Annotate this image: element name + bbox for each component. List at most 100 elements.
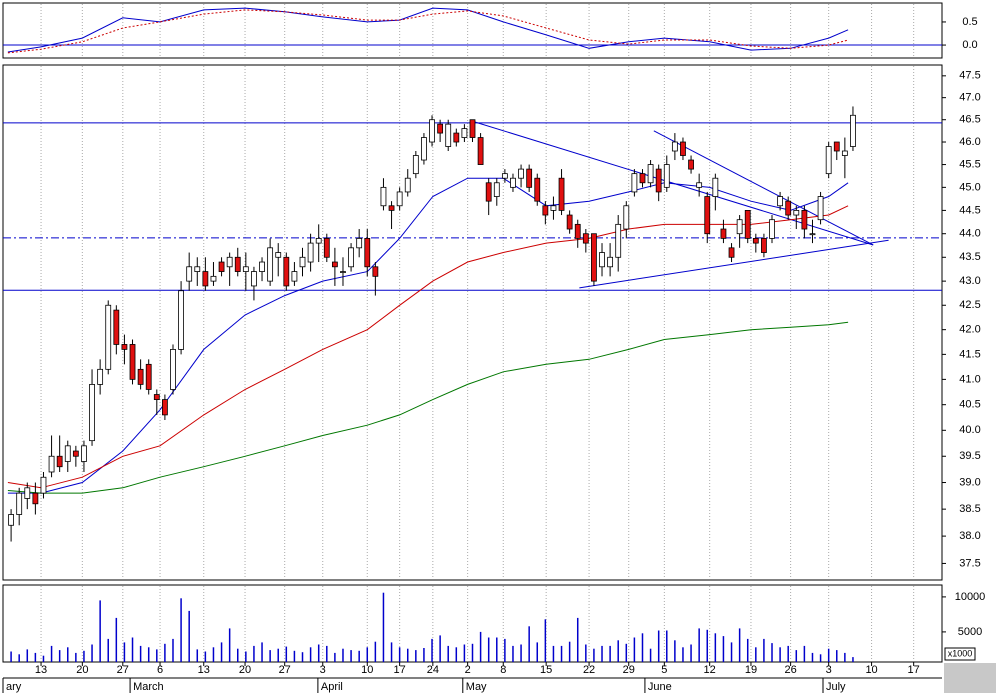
- candle-body: [510, 177, 516, 188]
- candle-body: [663, 164, 670, 188]
- month-label: May: [466, 681, 487, 693]
- volume-bar: [423, 648, 425, 662]
- indicator-line: [7, 7, 849, 53]
- candle-body: [582, 233, 589, 244]
- x-tick-label: 13: [198, 664, 210, 676]
- y-tick-label: 47.5: [959, 70, 980, 82]
- candle-body: [364, 238, 371, 268]
- volume-bar: [67, 647, 69, 662]
- month-label: July: [826, 681, 846, 693]
- candle-body: [315, 238, 322, 244]
- volume-bar: [528, 626, 530, 662]
- candle-body: [801, 210, 808, 230]
- candle-body: [809, 233, 816, 236]
- volume-bar: [844, 652, 846, 662]
- candle-body: [615, 223, 622, 258]
- candle-body: [453, 132, 460, 143]
- candle-body: [477, 137, 484, 165]
- volume-bar: [771, 643, 773, 662]
- candle-body: [752, 238, 759, 244]
- candle-body: [671, 141, 678, 152]
- candle-body: [56, 455, 63, 468]
- candle-body: [404, 177, 411, 193]
- candle-body: [833, 141, 840, 152]
- candle-body: [178, 290, 184, 350]
- volume-bar: [253, 645, 255, 662]
- y-tick-label: 44.0: [959, 228, 980, 240]
- volume-bar: [75, 652, 77, 662]
- volume-bar: [156, 649, 158, 662]
- volume-bar: [496, 637, 498, 662]
- volume-bar: [293, 650, 296, 662]
- volume-bar: [204, 651, 207, 662]
- candle-body: [32, 492, 39, 505]
- volume-bar: [504, 638, 506, 662]
- candle-body: [356, 238, 363, 249]
- volume-bar: [625, 643, 628, 662]
- volume-bar: [245, 651, 247, 662]
- x-tick-label: 20: [239, 664, 251, 676]
- candle-body: [501, 173, 508, 179]
- candle-body: [291, 271, 298, 282]
- volume-bar: [91, 644, 93, 662]
- y-tick-label: 42.5: [959, 299, 980, 311]
- candle-body: [105, 304, 112, 370]
- volume-bar: [487, 637, 490, 662]
- volume-bar: [690, 644, 692, 662]
- volume-bar: [164, 643, 166, 662]
- volume-bar: [50, 645, 53, 662]
- volume-bar: [326, 645, 328, 662]
- y-tick-label: 41.5: [959, 348, 980, 360]
- indicator-line: [7, 321, 849, 494]
- volume-bar: [657, 630, 660, 662]
- candle-body: [437, 123, 444, 134]
- volume-bar: [666, 630, 668, 662]
- volume-bar: [779, 647, 781, 662]
- candle-body: [81, 445, 87, 462]
- volume-bar: [415, 650, 417, 662]
- volume-bar: [366, 647, 369, 662]
- x-tick-label: 10: [361, 664, 373, 676]
- volume-bar: [180, 598, 182, 662]
- multiplier-box: [944, 647, 976, 661]
- volume-bar: [641, 633, 644, 662]
- candle-body: [574, 223, 581, 239]
- multiplier-label: x1000: [948, 648, 973, 658]
- candle-body: [728, 247, 735, 258]
- candle-body: [761, 238, 767, 253]
- trend-line: [579, 239, 889, 289]
- volume-bar: [819, 654, 822, 662]
- candle-body: [137, 368, 144, 385]
- candle-body: [493, 182, 500, 197]
- volume-bar: [139, 645, 142, 662]
- indicator-line: [7, 9, 849, 54]
- candle-body: [380, 186, 387, 207]
- candle-body: [591, 233, 597, 282]
- candle-body: [48, 455, 55, 473]
- candle-body: [299, 256, 306, 268]
- x-tick-label: 20: [76, 664, 88, 676]
- volume-bar: [431, 638, 433, 662]
- month-label: April: [321, 681, 343, 693]
- candle-body: [259, 261, 265, 272]
- y-tick-label: 47.0: [959, 92, 980, 104]
- volume-bar: [439, 635, 441, 662]
- y-tick-label: 44.5: [959, 204, 980, 216]
- candle-body: [631, 173, 638, 193]
- volume-bar: [585, 644, 587, 662]
- candle-body: [161, 399, 168, 416]
- y-tick-label: 42.0: [959, 324, 980, 336]
- volume-bar: [738, 628, 741, 662]
- volume-bar: [220, 642, 223, 662]
- candle-body: [655, 168, 662, 193]
- candle-body: [388, 205, 395, 211]
- volume-bar: [609, 645, 611, 662]
- candle-body: [323, 238, 330, 258]
- candle-body: [793, 210, 800, 216]
- candle-body: [817, 196, 824, 221]
- volume-bar: [18, 654, 20, 662]
- candle-body: [841, 150, 848, 156]
- candle-body: [485, 182, 492, 202]
- volume-bar: [188, 610, 190, 662]
